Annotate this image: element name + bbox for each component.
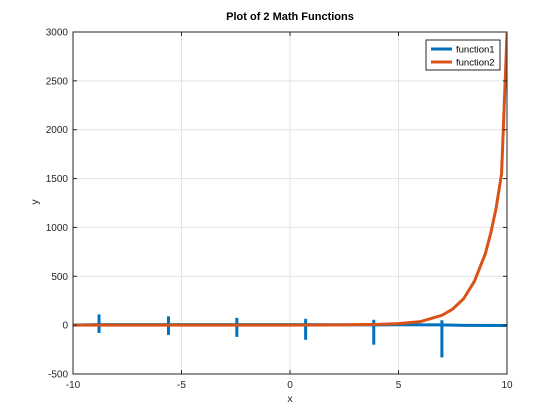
- plot-area: -10 -5 0 5 10 -500 0 500 1000 1500 2000 2500 3000 fun…: [46, 28, 513, 392]
- x-tick-label: 5: [396, 380, 402, 391]
- y-tick-label: 2500: [46, 76, 69, 87]
- chart-title: Plot of 2 Math Functions: [226, 11, 354, 23]
- y-tick-label: 0: [62, 321, 68, 332]
- series-group: [73, 32, 507, 358]
- x-tick-label: -5: [177, 380, 186, 391]
- x-tick-label: 10: [501, 380, 513, 391]
- series-line-function2: [73, 32, 507, 327]
- y-tick-label: 3000: [46, 28, 69, 39]
- legend-label-function1: function1: [456, 45, 495, 56]
- x-tick-label: 0: [287, 380, 293, 391]
- y-tick-label: -500: [48, 370, 68, 381]
- x-tick-label: -10: [66, 380, 81, 391]
- legend-label-function2: function2: [456, 58, 495, 69]
- x-axis-label: x: [287, 393, 293, 405]
- y-tick-label: 1500: [46, 174, 69, 185]
- y-tick-label: 500: [51, 272, 68, 283]
- y-tick-label: 1000: [46, 223, 69, 234]
- legend-box: [425, 39, 501, 71]
- y-tick-label: 2000: [46, 125, 69, 136]
- y-axis-label: y: [29, 199, 41, 205]
- legend: function1 function2: [425, 39, 501, 71]
